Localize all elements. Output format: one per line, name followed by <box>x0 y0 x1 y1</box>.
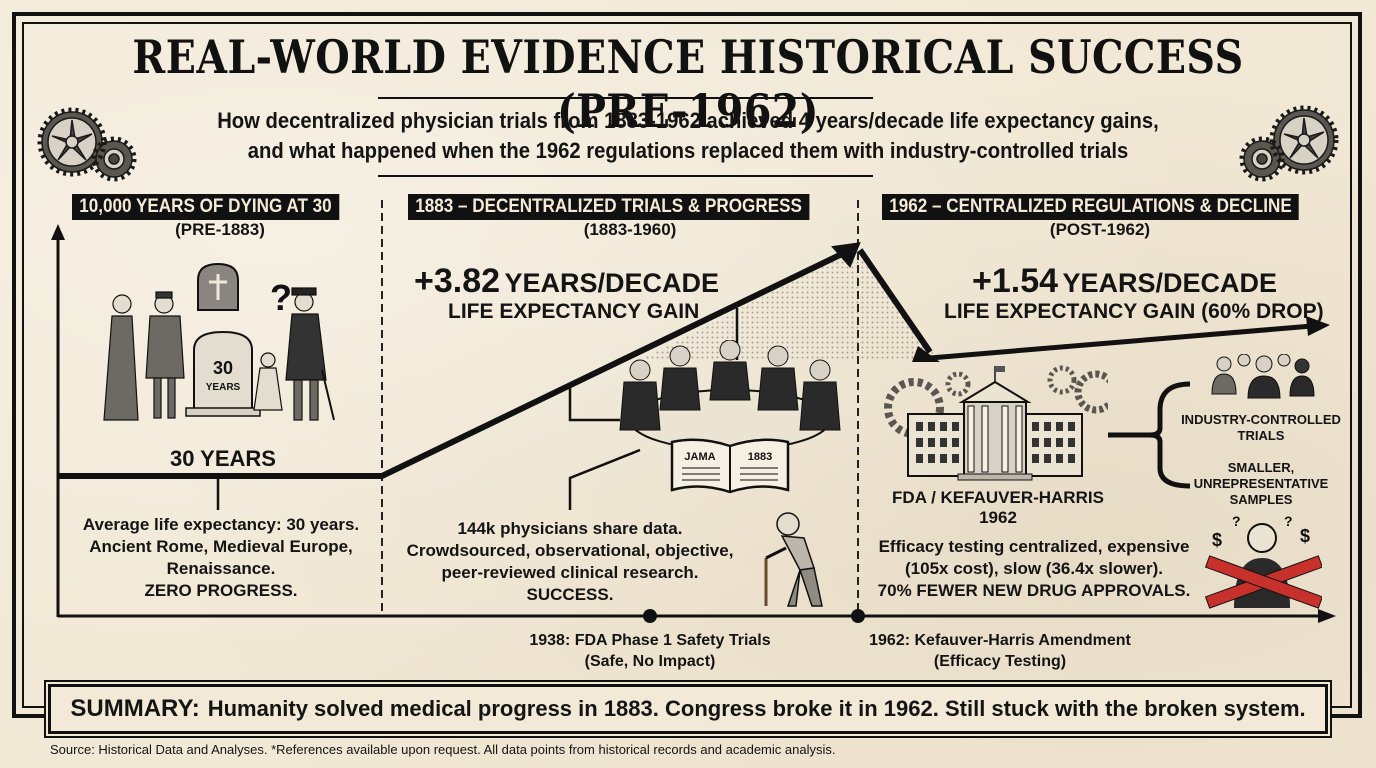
subtitle-line-2: and what happened when the 1962 regulati… <box>247 138 1129 163</box>
svg-text:YEARS: YEARS <box>206 382 241 393</box>
subtitle: How decentralized physician trials from … <box>55 106 1321 166</box>
event-dot-1938 <box>643 609 657 623</box>
section-header-1962: 1962 – CENTRALIZED REGULATIONS & DECLINE <box>882 194 1299 220</box>
summary-label: SUMMARY: <box>70 695 200 722</box>
peak-shading <box>640 248 938 360</box>
fda-building-illustration <box>884 365 1108 481</box>
fda-label: FDA / KEFAUVER-HARRIS 1962 <box>892 488 1104 527</box>
section-period-1962: (POST-1962) <box>1049 220 1151 239</box>
historical-people-illustration: 30 YEARS ? <box>103 262 335 421</box>
section-body-1962: Efficacy testing centralized, expensive … <box>877 537 1191 600</box>
stat-gain-1962: +1.54 YEARS/DECADE <box>972 262 1277 301</box>
industry-people-icon <box>1211 354 1315 399</box>
branch-smaller-samples: SMALLER, UNREPRESENTATIVE SAMPLES <box>1193 460 1329 507</box>
life-expectancy-line-rising <box>58 249 848 479</box>
question-icon: ? <box>1232 513 1241 529</box>
summary-box: SUMMARY: Humanity solved medical progres… <box>48 684 1328 734</box>
stat-sub-1883: LIFE EXPECTANCY GAIN <box>448 300 700 323</box>
red-tape-man-illustration: $ $ ? ? <box>1204 513 1322 609</box>
section-header-1883: 1883 – DECENTRALIZED TRIALS & PROGRESS <box>408 194 810 220</box>
baseline-level-label: 30 YEARS <box>170 446 276 471</box>
section-body-1883: 144k physicians share data. Crowdsourced… <box>406 519 734 604</box>
section-header-pre1883: 10,000 YEARS OF DYING AT 30 <box>72 194 339 220</box>
stat-unit: YEARS/DECADE <box>504 268 720 298</box>
section-period-1883: (1883-1960) <box>583 220 677 239</box>
subtitle-underline <box>378 175 873 177</box>
source-note: Source: Historical Data and Analyses. *R… <box>50 742 836 757</box>
section-body-pre1883: Average life expectancy: 30 years. Ancie… <box>82 515 360 600</box>
page-title: REAL-WORLD EVIDENCE HISTORICAL SUCCESS (… <box>132 30 1244 138</box>
y-axis-arrow <box>51 224 65 240</box>
svg-text:JAMA: JAMA <box>684 451 715 463</box>
stat-sub-1962: LIFE EXPECTANCY GAIN (60% DROP) <box>944 300 1324 323</box>
title-underline <box>378 97 873 99</box>
question-mark-icon: ? <box>270 277 292 318</box>
event-dot-1962 <box>851 609 865 623</box>
post-1962-line <box>929 323 1313 361</box>
summary-text: Humanity solved medical progress in 1883… <box>207 696 1306 721</box>
event-1962: 1962: Kefauver-Harris Amendment (Efficac… <box>869 632 1131 670</box>
section-period-pre1883: (PRE-1883) <box>175 220 265 239</box>
stat-unit: YEARS/DECADE <box>1062 268 1278 298</box>
event-1938: 1938: FDA Phase 1 Safety Trials (Safe, N… <box>529 632 771 670</box>
stat-number: +1.54 <box>972 262 1059 300</box>
peak-arrowhead <box>831 242 861 268</box>
dollar-icon: $ <box>1300 526 1310 546</box>
branch-industry-controlled: INDUSTRY-CONTROLLED TRIALS <box>1181 412 1341 443</box>
physicians-table-illustration: JAMA 1883 <box>619 340 841 494</box>
stat-gain-1883: +3.82 YEARS/DECADE <box>414 262 719 301</box>
svg-text:1883: 1883 <box>748 451 772 463</box>
elderly-man-with-cane-illustration <box>764 512 823 607</box>
svg-text:30: 30 <box>213 358 233 378</box>
post-1962-arrowhead <box>1306 316 1330 336</box>
dollar-icon: $ <box>1212 530 1222 550</box>
question-icon: ? <box>1284 513 1293 529</box>
stat-number: +3.82 <box>414 262 501 300</box>
gears-icon-left <box>37 107 137 182</box>
subtitle-line-1: How decentralized physician trials from … <box>217 108 1159 133</box>
x-axis-arrow <box>1318 609 1336 623</box>
decline-line <box>857 248 933 354</box>
gears-icon-right <box>1239 105 1339 182</box>
